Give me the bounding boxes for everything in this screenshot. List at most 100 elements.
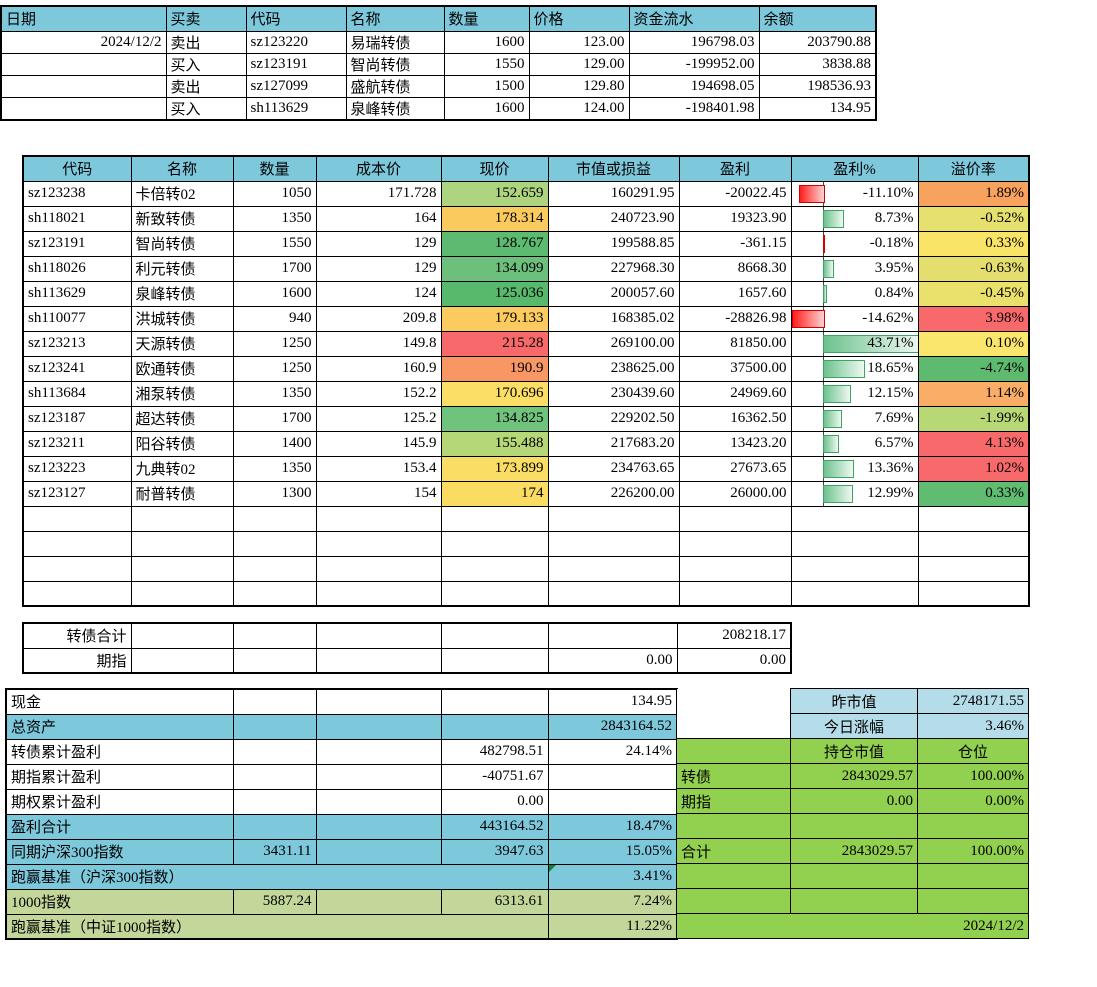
cell-profit-pct[interactable]: -0.18% (790, 230, 919, 257)
cell-name[interactable]: 利元转债 (130, 255, 234, 282)
empty-cell[interactable] (547, 763, 678, 790)
total-assets-label[interactable]: 总资产 (5, 713, 234, 740)
yesterday-mv-label[interactable]: 昨市值 (790, 688, 918, 714)
cell-name[interactable]: 天源转债 (130, 330, 234, 357)
empty-cell[interactable] (440, 713, 549, 740)
cell-balance[interactable]: 203790.88 (758, 30, 877, 54)
cell-profit-pct[interactable]: 0.84% (790, 280, 919, 307)
cell-cost[interactable]: 152.2 (315, 380, 442, 407)
bond-position-pct[interactable]: 100.00% (917, 763, 1029, 789)
empty-cell[interactable] (676, 813, 791, 839)
beat-1000-pct[interactable]: 11.22% (547, 913, 678, 940)
empty-cell[interactable] (315, 788, 442, 815)
cell-qty[interactable]: 1600 (232, 280, 317, 307)
empty-cell[interactable] (315, 813, 442, 840)
cell-code[interactable]: sz123213 (22, 330, 132, 357)
empty-cell[interactable] (440, 555, 549, 582)
cell-profit[interactable]: 16362.50 (678, 405, 792, 432)
total-position-mv[interactable]: 2843029.57 (790, 838, 918, 864)
cell-qty[interactable]: 1700 (232, 405, 317, 432)
cell-market-value[interactable]: 229202.50 (547, 405, 680, 432)
empty-cell[interactable] (315, 555, 442, 582)
empty-cell[interactable] (678, 530, 792, 557)
empty-cell[interactable] (130, 505, 234, 532)
cell-qty[interactable]: 1550 (232, 230, 317, 257)
holdings-col-header[interactable]: 盈利% (790, 155, 919, 182)
position-header[interactable]: 仓位 (917, 738, 1029, 764)
cell-current-price[interactable]: 179.133 (440, 305, 549, 332)
cell-current-price[interactable]: 155.488 (440, 430, 549, 457)
cell-profit[interactable]: 19323.90 (678, 205, 792, 232)
holdings-col-header[interactable]: 现价 (440, 155, 549, 182)
cell-premium-rate[interactable]: 4.13% (917, 430, 1030, 457)
trade-col-header[interactable]: 名称 (345, 5, 445, 32)
cell-cost[interactable]: 125.2 (315, 405, 442, 432)
empty-cell[interactable] (547, 580, 680, 607)
hs300-label[interactable]: 同期沪深300指数 (5, 838, 234, 865)
profit-total-value[interactable]: 443164.52 (440, 813, 549, 840)
idx1000-start[interactable]: 5887.24 (232, 888, 317, 915)
empty-cell[interactable] (790, 530, 919, 557)
trade-col-header[interactable]: 资金流水 (628, 5, 760, 32)
cell-balance[interactable]: 134.95 (758, 96, 877, 120)
cell-profit-pct[interactable]: 8.73% (790, 205, 919, 232)
cell-price[interactable]: 129.00 (528, 52, 630, 76)
cell-code[interactable]: sh110077 (22, 305, 132, 332)
empty-cell[interactable] (790, 888, 918, 914)
cell-name[interactable]: 卡倍转02 (130, 180, 234, 207)
cell-market-value[interactable]: 200057.60 (547, 280, 680, 307)
cash-value[interactable]: 134.95 (547, 688, 678, 715)
cell-date[interactable] (0, 52, 167, 76)
cell-code[interactable]: sz123211 (22, 430, 132, 457)
cell-cashflow[interactable]: -198401.98 (628, 96, 760, 120)
bond-cum-profit-value[interactable]: 482798.51 (440, 738, 549, 765)
cell-qty[interactable]: 1250 (232, 330, 317, 357)
cell-code[interactable]: sh113684 (22, 380, 132, 407)
total-position-label[interactable]: 合计 (676, 838, 791, 864)
cell-qty[interactable]: 1550 (443, 52, 530, 76)
bond-position-label[interactable]: 转债 (676, 763, 791, 789)
empty-cell[interactable] (130, 622, 234, 649)
position-mv-header[interactable]: 持仓市值 (790, 738, 918, 764)
empty-cell[interactable] (130, 647, 234, 674)
holdings-col-header[interactable]: 数量 (232, 155, 317, 182)
empty-cell[interactable] (547, 505, 680, 532)
cell-cashflow[interactable]: 196798.03 (628, 30, 760, 54)
empty-cell[interactable] (917, 863, 1029, 889)
cell-cost[interactable]: 129 (315, 230, 442, 257)
cell-code[interactable]: sz127099 (245, 74, 347, 98)
hs300-start[interactable]: 3431.11 (232, 838, 317, 865)
cell-market-value[interactable]: 227968.30 (547, 255, 680, 282)
empty-cell[interactable] (440, 647, 549, 674)
cell-cost[interactable]: 153.4 (315, 455, 442, 482)
empty-cell[interactable] (315, 713, 442, 740)
empty-cell[interactable] (440, 580, 549, 607)
cell-profit-pct[interactable]: 18.65% (790, 355, 919, 382)
cell-qty[interactable]: 1300 (232, 480, 317, 507)
empty-cell[interactable] (917, 530, 1030, 557)
yesterday-mv-value[interactable]: 2748171.55 (917, 688, 1029, 714)
cell-profit[interactable]: -20022.45 (678, 180, 792, 207)
holdings-col-header[interactable]: 盈利 (678, 155, 792, 182)
empty-cell[interactable] (315, 647, 442, 674)
cell-code[interactable]: sz123220 (245, 30, 347, 54)
empty-cell[interactable] (232, 580, 317, 607)
cell-market-value[interactable]: 238625.00 (547, 355, 680, 382)
empty-cell[interactable] (232, 622, 317, 649)
trade-col-header[interactable]: 价格 (528, 5, 630, 32)
report-date[interactable]: 2024/12/2 (676, 913, 1029, 939)
cell-code[interactable]: sz123191 (22, 230, 132, 257)
cell-profit-pct[interactable]: -11.10% (790, 180, 919, 207)
empty-cell[interactable] (232, 688, 317, 715)
cell-market-value[interactable]: 269100.00 (547, 330, 680, 357)
cell-profit-pct[interactable]: 6.57% (790, 430, 919, 457)
empty-cell[interactable] (232, 788, 317, 815)
idx1000-now[interactable]: 6313.61 (440, 888, 549, 915)
cell-qty[interactable]: 1350 (232, 205, 317, 232)
trade-col-header[interactable]: 日期 (0, 5, 167, 32)
cell-qty[interactable]: 1700 (232, 255, 317, 282)
cell-cost[interactable]: 209.8 (315, 305, 442, 332)
cell-cost[interactable]: 171.728 (315, 180, 442, 207)
cell-market-value[interactable]: 226200.00 (547, 480, 680, 507)
empty-cell[interactable] (22, 555, 132, 582)
